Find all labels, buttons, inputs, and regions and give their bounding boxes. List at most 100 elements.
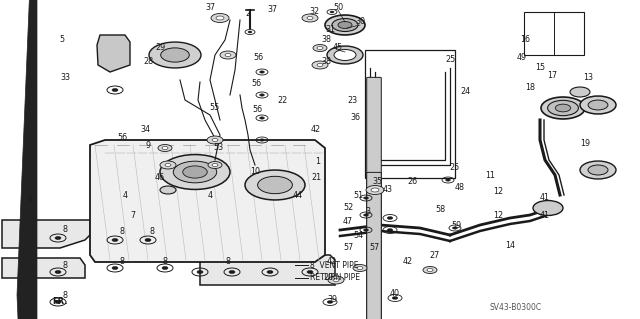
Text: 49: 49	[517, 54, 527, 63]
Text: 31: 31	[325, 26, 335, 34]
Circle shape	[588, 100, 608, 110]
Circle shape	[197, 271, 203, 273]
Polygon shape	[97, 35, 130, 72]
Text: 34: 34	[140, 125, 150, 135]
Circle shape	[312, 61, 328, 69]
Text: SV43-B0300C: SV43-B0300C	[490, 303, 542, 313]
Circle shape	[112, 88, 118, 92]
Text: FR.: FR.	[52, 298, 67, 307]
Circle shape	[260, 71, 264, 73]
Text: 10: 10	[250, 167, 260, 176]
Circle shape	[317, 63, 323, 66]
Circle shape	[387, 217, 393, 219]
Text: 45: 45	[333, 43, 343, 53]
Text: 39: 39	[327, 295, 337, 305]
Text: 24: 24	[460, 87, 470, 97]
Circle shape	[160, 186, 176, 194]
Text: 17: 17	[547, 70, 557, 79]
Text: 2: 2	[245, 10, 251, 19]
Text: 46: 46	[155, 174, 165, 182]
Circle shape	[260, 117, 264, 119]
Circle shape	[364, 197, 369, 199]
Circle shape	[55, 300, 61, 303]
Text: 4: 4	[207, 190, 212, 199]
Circle shape	[307, 17, 313, 19]
Circle shape	[427, 269, 433, 271]
Text: 59: 59	[451, 220, 461, 229]
Text: 43: 43	[383, 186, 393, 195]
Text: 58: 58	[435, 205, 445, 214]
Circle shape	[245, 170, 305, 200]
Circle shape	[333, 278, 339, 281]
Circle shape	[260, 139, 264, 141]
Text: 26: 26	[407, 177, 417, 187]
Text: 50: 50	[333, 3, 343, 11]
Circle shape	[445, 179, 451, 181]
Circle shape	[541, 97, 585, 119]
Circle shape	[570, 87, 590, 97]
Text: 37: 37	[205, 3, 215, 11]
Text: 36: 36	[350, 114, 360, 122]
Text: 54: 54	[353, 231, 363, 240]
Text: 23: 23	[347, 95, 357, 105]
Circle shape	[328, 276, 344, 284]
Circle shape	[216, 16, 224, 20]
Text: 42: 42	[403, 257, 413, 266]
Text: 8: 8	[150, 227, 154, 236]
Circle shape	[357, 266, 363, 270]
Circle shape	[225, 54, 231, 56]
Bar	[524, 12, 584, 55]
Text: 12: 12	[493, 188, 503, 197]
Text: 8: 8	[120, 257, 125, 266]
Text: 32: 32	[309, 8, 319, 17]
Polygon shape	[2, 258, 85, 278]
Circle shape	[160, 161, 176, 169]
Text: 12: 12	[493, 211, 503, 219]
Text: 56: 56	[252, 106, 262, 115]
Text: 40: 40	[390, 288, 400, 298]
Circle shape	[149, 42, 201, 68]
Circle shape	[423, 266, 437, 273]
Text: 51: 51	[353, 190, 363, 199]
Text: 44: 44	[293, 190, 303, 199]
Circle shape	[55, 236, 61, 240]
Text: 53: 53	[213, 144, 223, 152]
Text: 41: 41	[540, 194, 550, 203]
Text: 42: 42	[327, 257, 337, 266]
Text: 11: 11	[485, 170, 495, 180]
Circle shape	[307, 271, 313, 273]
Text: 8  VENT PIPE: 8 VENT PIPE	[310, 261, 358, 270]
Circle shape	[364, 229, 369, 231]
FancyBboxPatch shape	[367, 172, 381, 319]
Text: 37: 37	[267, 5, 277, 14]
FancyBboxPatch shape	[367, 78, 381, 319]
Text: 3: 3	[365, 207, 371, 217]
Polygon shape	[17, 0, 37, 319]
Text: 42: 42	[311, 125, 321, 135]
Text: 8: 8	[120, 227, 125, 236]
Circle shape	[556, 104, 571, 112]
Text: 30: 30	[355, 18, 365, 26]
Text: 41: 41	[540, 211, 550, 219]
Polygon shape	[90, 140, 325, 262]
Circle shape	[207, 136, 223, 144]
Text: 52: 52	[343, 204, 353, 212]
Text: 33: 33	[60, 73, 70, 83]
Circle shape	[332, 19, 358, 32]
Text: 8: 8	[163, 257, 168, 266]
Text: 15: 15	[535, 63, 545, 72]
Circle shape	[327, 46, 363, 64]
Text: 25: 25	[450, 164, 460, 173]
Text: 14: 14	[505, 241, 515, 249]
Circle shape	[258, 176, 292, 194]
Text: 25: 25	[445, 56, 455, 64]
Circle shape	[317, 47, 323, 49]
Circle shape	[580, 161, 616, 179]
Text: RETURN PIPE: RETURN PIPE	[310, 273, 360, 283]
Circle shape	[325, 15, 365, 35]
Circle shape	[158, 145, 172, 152]
Circle shape	[229, 271, 235, 273]
Text: 8: 8	[225, 257, 230, 266]
Circle shape	[371, 188, 379, 192]
Text: 9: 9	[145, 140, 150, 150]
